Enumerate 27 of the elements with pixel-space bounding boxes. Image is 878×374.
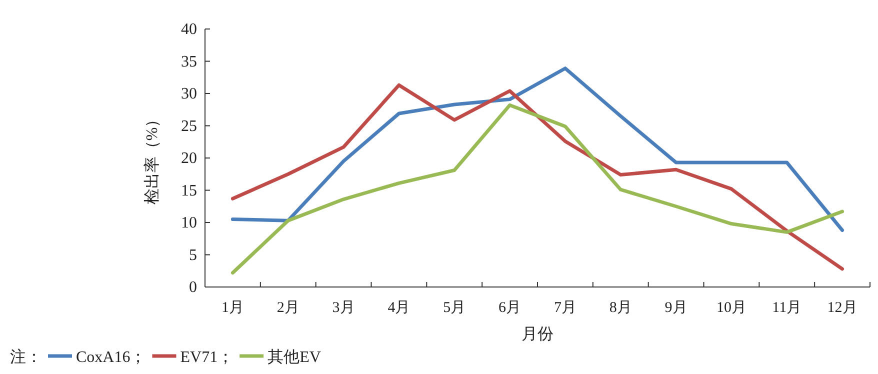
y-tick-label: 40	[181, 21, 197, 38]
x-tick-label: 12月	[827, 300, 858, 316]
x-tick-label: 9月	[664, 300, 688, 316]
x-tick-label: 2月	[276, 300, 300, 316]
x-axis-title: 月份	[522, 326, 554, 343]
x-tick-label: 6月	[498, 300, 522, 316]
x-tick-label: 11月	[772, 300, 802, 316]
x-tick-label: 1月	[221, 300, 244, 316]
x-tick-label: 7月	[554, 300, 576, 316]
legend-title: 注：	[10, 348, 42, 366]
legend-label: CoxA16；	[76, 349, 146, 366]
y-tick-label: 0	[189, 279, 197, 296]
legend-label: EV71；	[180, 349, 234, 366]
y-tick-label: 35	[181, 53, 197, 70]
y-tick-label: 30	[181, 86, 197, 102]
x-tick-label: 4月	[388, 300, 410, 316]
y-tick-label: 10	[181, 214, 197, 232]
y-tick-label: 5	[189, 246, 197, 264]
x-tick-label: 5月	[443, 300, 466, 316]
legend-label: 其他EV	[268, 348, 322, 366]
y-tick-label: 25	[181, 118, 197, 135]
y-tick-label: 15	[181, 182, 197, 200]
y-axis-title: 检出率（%）	[143, 111, 161, 205]
x-tick-label: 10月	[716, 300, 746, 316]
y-tick-label: 20	[181, 150, 197, 167]
x-tick-label: 3月	[332, 300, 355, 316]
x-tick-label: 8月	[609, 300, 632, 316]
